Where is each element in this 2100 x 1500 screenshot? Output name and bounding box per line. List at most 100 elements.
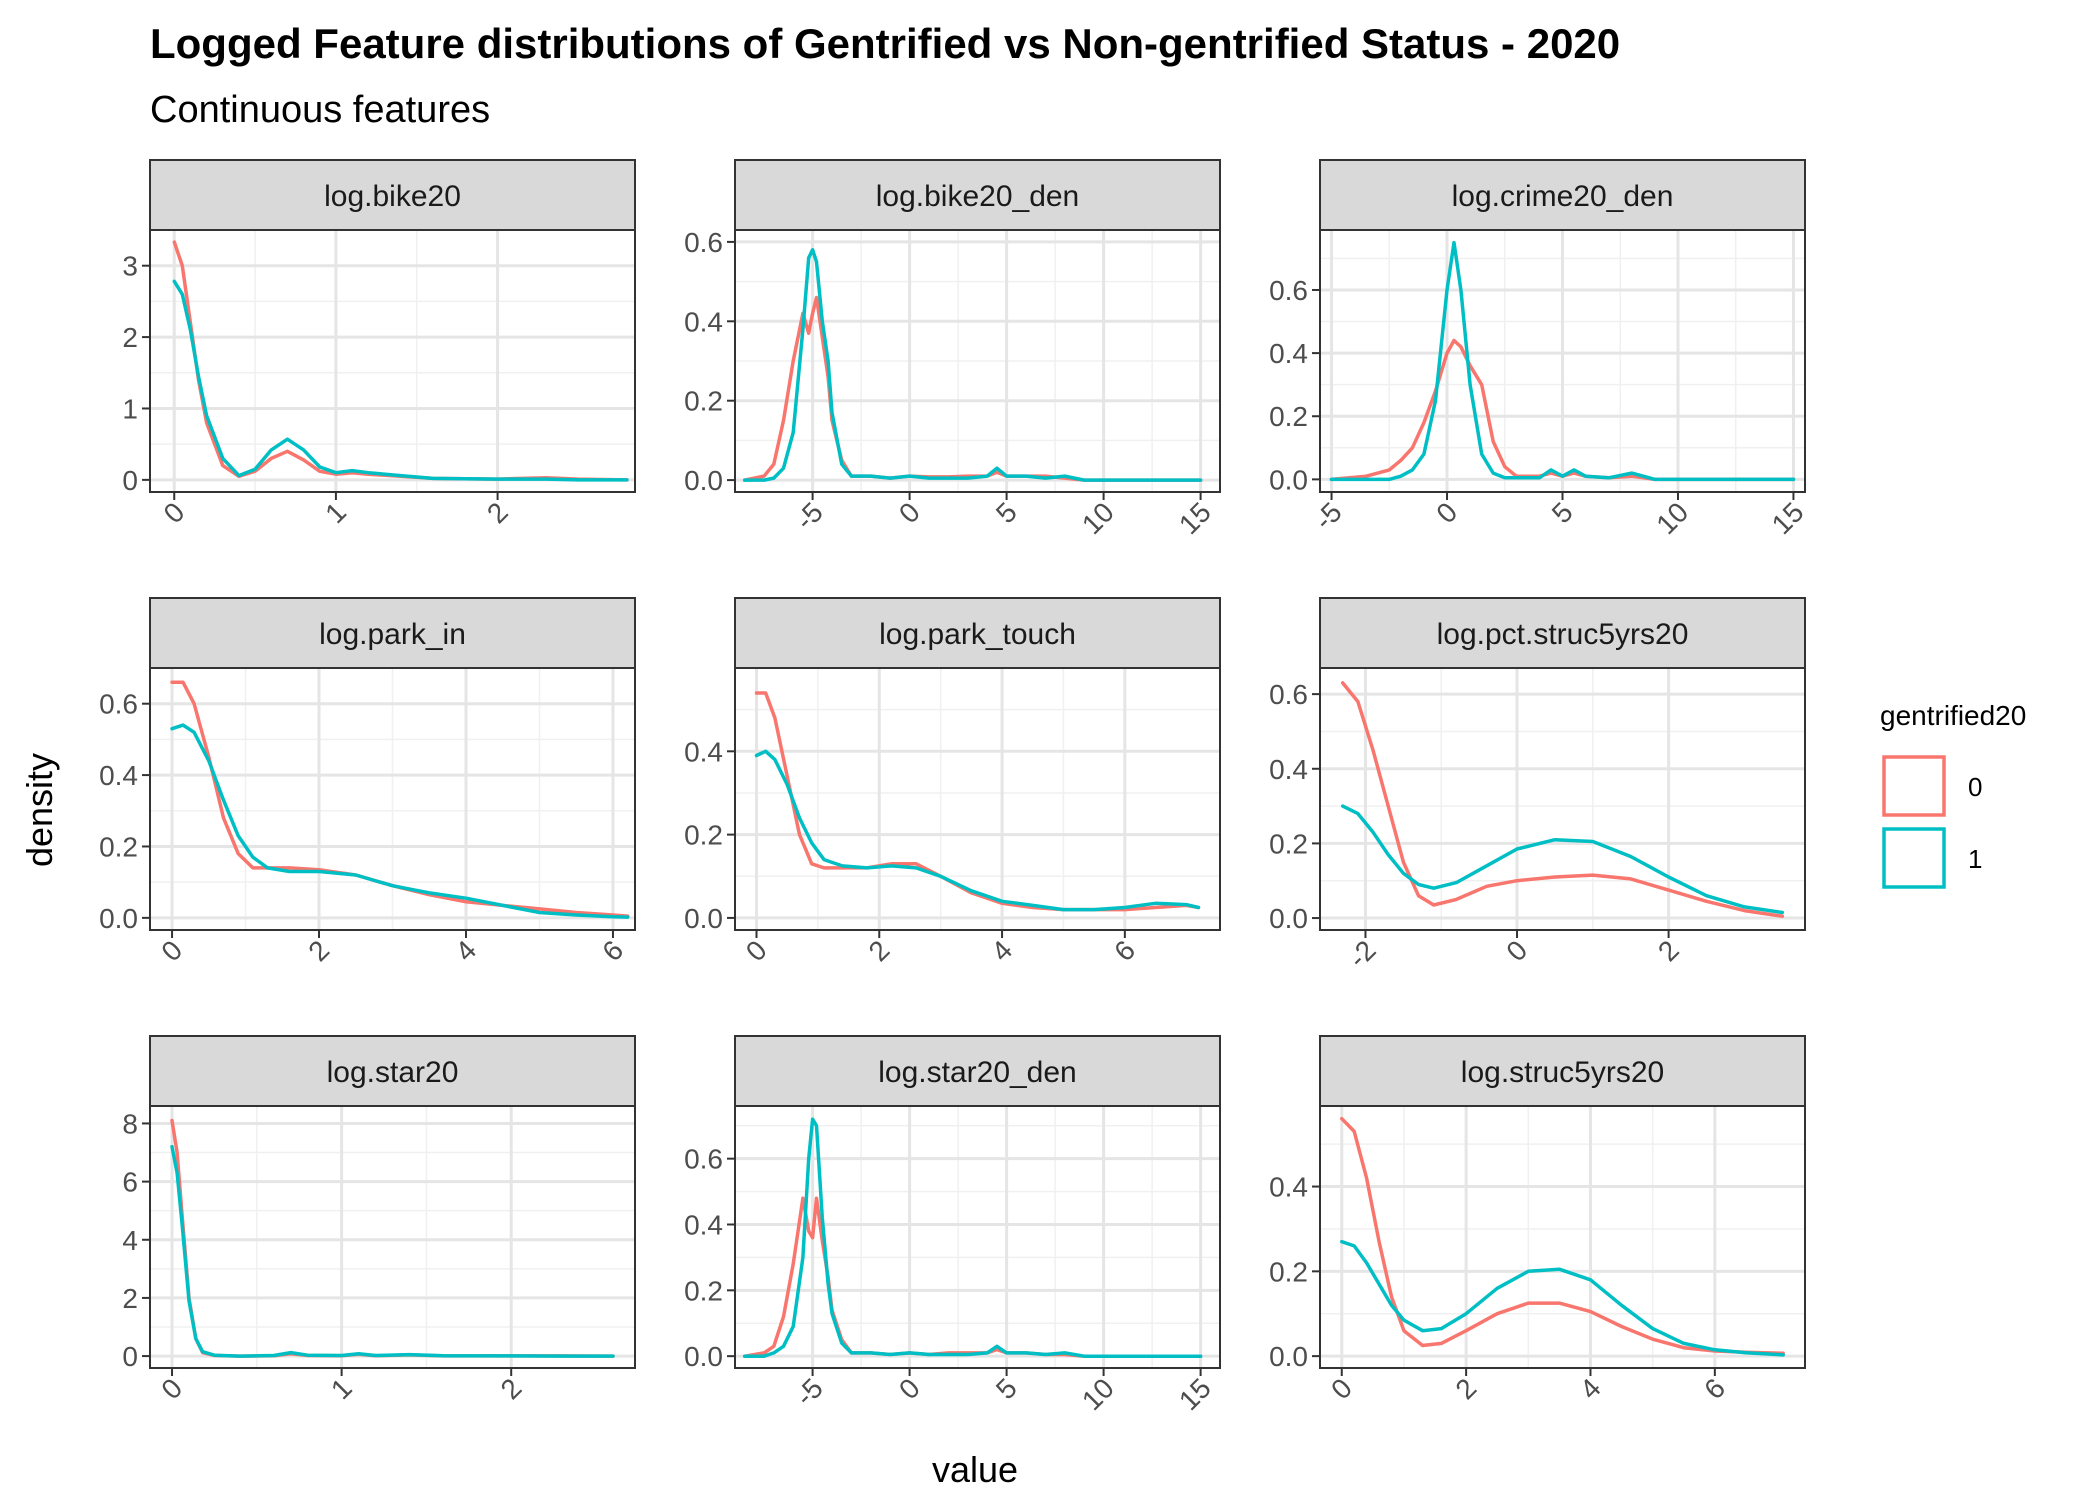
y-tick-label: 0.4 (99, 760, 138, 791)
legend-key-background (1879, 824, 1949, 892)
y-tick-label: 0.2 (99, 831, 138, 862)
facet-panel: log.crime20_den 0.0 0.2 0.4 0.6 -5 0 5 10 15 (1269, 159, 1810, 540)
y-tick-label: 0.4 (1269, 754, 1308, 785)
x-tick-label: 0 (893, 1372, 926, 1405)
x-tick-label: 0 (158, 496, 191, 529)
panel-border (1319, 667, 1806, 931)
x-tick-label: 15 (1173, 496, 1217, 540)
legend-label-0: 0 (1968, 772, 1982, 802)
y-tick-label: 4 (122, 1225, 138, 1256)
x-tick-label: 15 (1766, 496, 1810, 540)
density-line-1 (170, 1144, 615, 1358)
density-line-1 (1340, 1239, 1785, 1357)
y-tick-label: 0.0 (1269, 464, 1308, 495)
x-tick-label: 0 (893, 496, 926, 529)
facet-strip-label: log.park_in (319, 618, 466, 651)
legend-key-0 (1882, 755, 1946, 817)
x-tick-label: 4 (985, 934, 1018, 967)
facet-panel: log.park_touch 0.0 0.2 0.4 0 2 4 6 (684, 597, 1221, 967)
panel-background (735, 1106, 1220, 1368)
y-tick-label: 6 (122, 1167, 138, 1198)
density-line-1 (754, 749, 1201, 912)
panel-background (150, 230, 635, 492)
x-tick-label: 4 (1574, 1372, 1607, 1405)
chart-title: Logged Feature distributions of Gentrifi… (150, 20, 1620, 67)
x-tick-label: 15 (1173, 1372, 1217, 1416)
density-line-1 (742, 1117, 1203, 1358)
density-line-1 (1329, 240, 1796, 482)
facet-panel: log.bike20_den 0.0 0.2 0.4 0.6 -5 0 5 10 15 (684, 159, 1221, 540)
facet-strip (149, 159, 636, 231)
facet-strip-label: log.crime20_den (1452, 180, 1674, 213)
facet-strip-label: log.park_touch (879, 618, 1076, 651)
panel-border (149, 229, 636, 493)
x-tick-label: 10 (1650, 496, 1694, 540)
y-tick-label: 0.0 (684, 1341, 723, 1372)
y-tick-label: 0.0 (99, 903, 138, 934)
density-line-1 (742, 248, 1203, 482)
x-tick-label: 1 (319, 496, 352, 529)
x-tick-label: 5 (990, 496, 1023, 529)
y-tick-label: 2 (122, 1283, 138, 1314)
density-line-0 (1340, 1116, 1785, 1355)
x-tick-label: -5 (1308, 496, 1348, 536)
x-tick-label: 4 (449, 934, 482, 967)
y-tick-label: 0.4 (1269, 1172, 1308, 1203)
x-tick-label: 5 (990, 1372, 1023, 1405)
panel-border (1319, 1105, 1806, 1369)
y-tick-label: 0.0 (1269, 903, 1308, 934)
x-tick-label: 5 (1546, 496, 1579, 529)
y-axis-title: density (19, 753, 60, 867)
panel-background (735, 668, 1220, 930)
x-tick-label: 0 (740, 934, 773, 967)
y-tick-label: 0.6 (99, 689, 138, 720)
x-tick-label: 2 (1652, 934, 1685, 967)
facet-strip (1319, 1035, 1806, 1107)
panel-border (734, 229, 1221, 493)
x-tick-label: 10 (1076, 1372, 1120, 1416)
x-tick-label: 0 (1430, 496, 1463, 529)
facet-strip (734, 597, 1221, 669)
panel-border (149, 667, 636, 931)
x-tick-label: 2 (302, 934, 335, 967)
y-tick-label: 0.4 (684, 306, 723, 337)
y-tick-label: 1 (122, 393, 138, 424)
x-tick-label: -5 (789, 496, 829, 536)
legend-title: gentrified20 (1880, 700, 2026, 731)
x-tick-label: -2 (1342, 934, 1382, 974)
x-tick-label: 6 (596, 934, 629, 967)
facet-panel: log.star20 0 2 4 6 8 0 1 2 (122, 1035, 636, 1405)
chart-subtitle: Continuous features (150, 89, 490, 131)
facet-panel: log.pct.struc5yrs20 0.0 0.2 0.4 0.6 -2 0 2 (1269, 597, 1806, 974)
x-tick-label: 2 (495, 1372, 528, 1405)
y-tick-label: 0.4 (684, 1209, 723, 1240)
facet-strip-label: log.bike20_den (876, 180, 1080, 213)
density-line-1 (172, 279, 629, 482)
panel-border (149, 1105, 636, 1369)
facet-panel: log.bike20 0 1 2 3 0 1 2 (122, 159, 636, 529)
x-tick-label: 6 (1698, 1372, 1731, 1405)
y-tick-label: 0.2 (1269, 1256, 1308, 1287)
x-tick-label: 6 (1108, 934, 1141, 967)
facet-panels: log.bike20 0 1 2 3 0 1 2 log.bike20_den 0.0 0.2 0.4… (99, 159, 1810, 1416)
panel-background (150, 1106, 635, 1368)
y-tick-label: 8 (122, 1108, 138, 1139)
panel-border (734, 1105, 1221, 1369)
facet-strip-label: log.bike20 (324, 180, 461, 213)
y-tick-label: 0.6 (684, 1144, 723, 1175)
y-tick-label: 0.2 (1269, 828, 1308, 859)
panel-background (1320, 668, 1805, 930)
legend: gentrified20 0 1 (1879, 700, 2026, 892)
x-tick-label: 2 (1449, 1372, 1482, 1405)
x-axis-title: value (932, 1449, 1018, 1490)
y-tick-label: 0.2 (684, 386, 723, 417)
y-tick-label: 0.4 (684, 736, 723, 767)
facet-strip-label: log.struc5yrs20 (1461, 1056, 1664, 1089)
x-tick-label: 10 (1076, 496, 1120, 540)
facet-strip-label: log.star20 (327, 1056, 459, 1089)
y-tick-label: 2 (122, 322, 138, 353)
x-tick-label: 2 (863, 934, 896, 967)
y-tick-label: 0.6 (1269, 275, 1308, 306)
panel-background (1320, 1106, 1805, 1368)
